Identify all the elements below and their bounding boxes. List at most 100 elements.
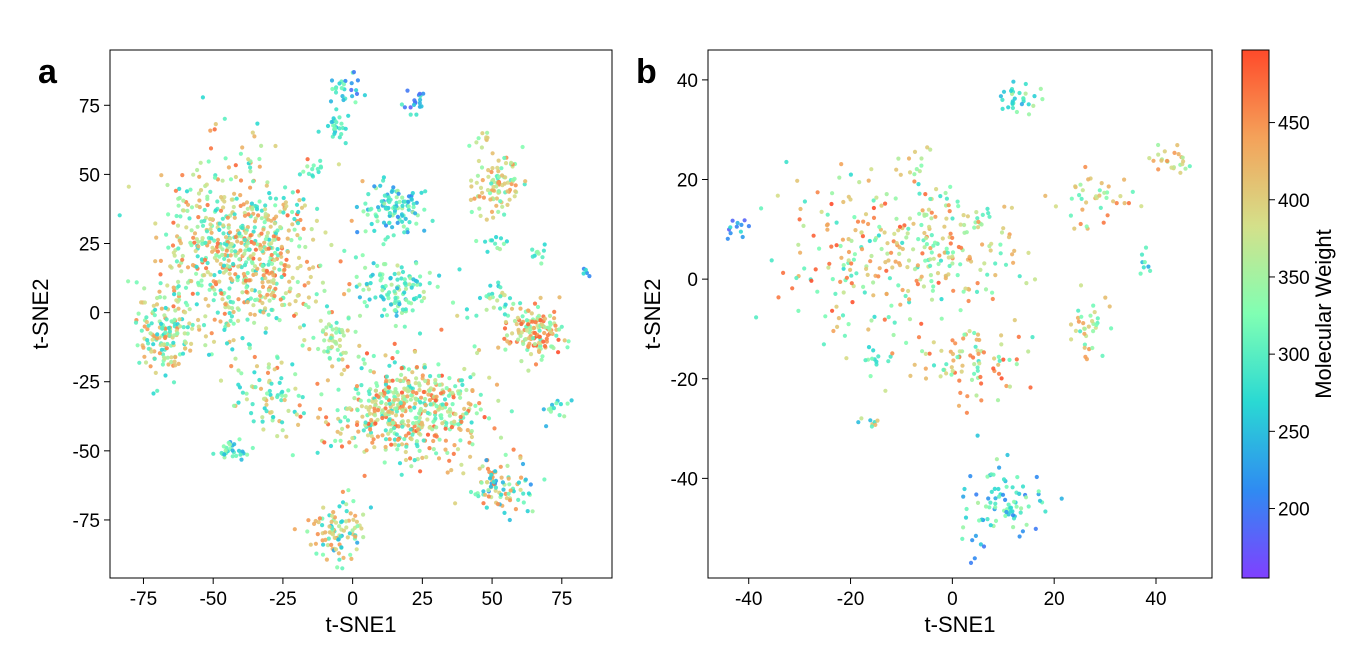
data-point [239,265,244,270]
data-point [228,318,233,323]
data-point [1088,313,1093,318]
data-point [361,287,366,292]
data-point [189,341,194,346]
data-point [228,253,233,258]
data-point [479,145,484,150]
data-point [252,320,257,325]
data-point [801,223,806,228]
data-point [533,362,539,367]
data-point [162,295,167,300]
data-point [458,414,463,420]
data-point [145,327,150,332]
data-point [489,472,494,477]
data-point [343,519,349,524]
data-point [809,278,814,283]
data-point [381,242,386,247]
data-point [447,458,452,463]
data-point [835,324,840,329]
data-point [489,181,494,186]
data-point [301,323,306,328]
data-point [266,262,271,267]
data-point [243,230,248,235]
data-point [290,190,295,195]
data-point [395,263,400,268]
data-point [499,166,504,171]
data-point [1004,484,1009,489]
data-point [999,342,1004,347]
data-point [1023,495,1029,500]
data-point [541,248,547,253]
data-point [433,410,438,415]
data-point [363,420,368,425]
data-point [827,261,832,266]
data-point [296,255,302,260]
data-point [231,403,237,408]
data-point [1014,109,1020,115]
data-point [506,491,511,496]
data-point [854,271,859,276]
data-point [360,414,365,419]
data-point [400,203,405,208]
data-point [223,302,228,307]
data-point [869,167,874,172]
data-point [848,172,854,177]
data-point [395,214,400,219]
data-point [173,308,178,313]
data-point [366,287,371,292]
data-point [285,249,290,254]
panel-a-x-tick-label: -50 [199,589,226,610]
data-point [208,189,213,194]
data-point [213,292,218,297]
data-point [353,255,358,260]
data-point [1082,342,1087,347]
data-point [261,396,267,401]
data-point [277,380,282,385]
data-point [212,273,217,278]
data-point [361,428,366,433]
data-point [923,258,928,263]
data-point [369,418,374,423]
data-point [916,182,921,187]
data-point [267,298,272,303]
data-point [961,525,966,530]
data-point [348,511,353,516]
data-point [208,227,213,232]
data-point [417,387,422,393]
data-point [238,178,244,183]
data-point [977,518,982,523]
data-point [283,200,288,205]
data-point [975,225,981,230]
data-point [1015,475,1020,480]
data-point [387,220,392,225]
data-point [920,251,925,256]
data-point [825,212,830,217]
data-point [361,535,366,540]
data-point [271,273,276,278]
data-point [553,323,558,328]
data-point [275,394,280,400]
data-point [532,325,537,331]
data-point [351,70,356,75]
data-point [519,475,524,480]
data-point [535,304,541,310]
data-point [341,528,346,533]
data-point [251,419,256,424]
data-point [1006,235,1012,240]
data-point [391,390,396,395]
data-point [366,192,371,197]
data-point [997,465,1002,470]
data-point [504,239,509,244]
data-point [725,236,730,241]
data-point [915,263,921,268]
data-point [428,402,433,407]
data-point [431,438,436,444]
data-point [142,324,147,329]
data-point [995,398,1001,403]
data-point [447,413,452,418]
data-point [917,211,922,216]
data-point [924,236,929,241]
data-point [373,295,378,300]
data-point [168,264,173,269]
data-point [866,327,871,332]
data-point [507,482,512,487]
